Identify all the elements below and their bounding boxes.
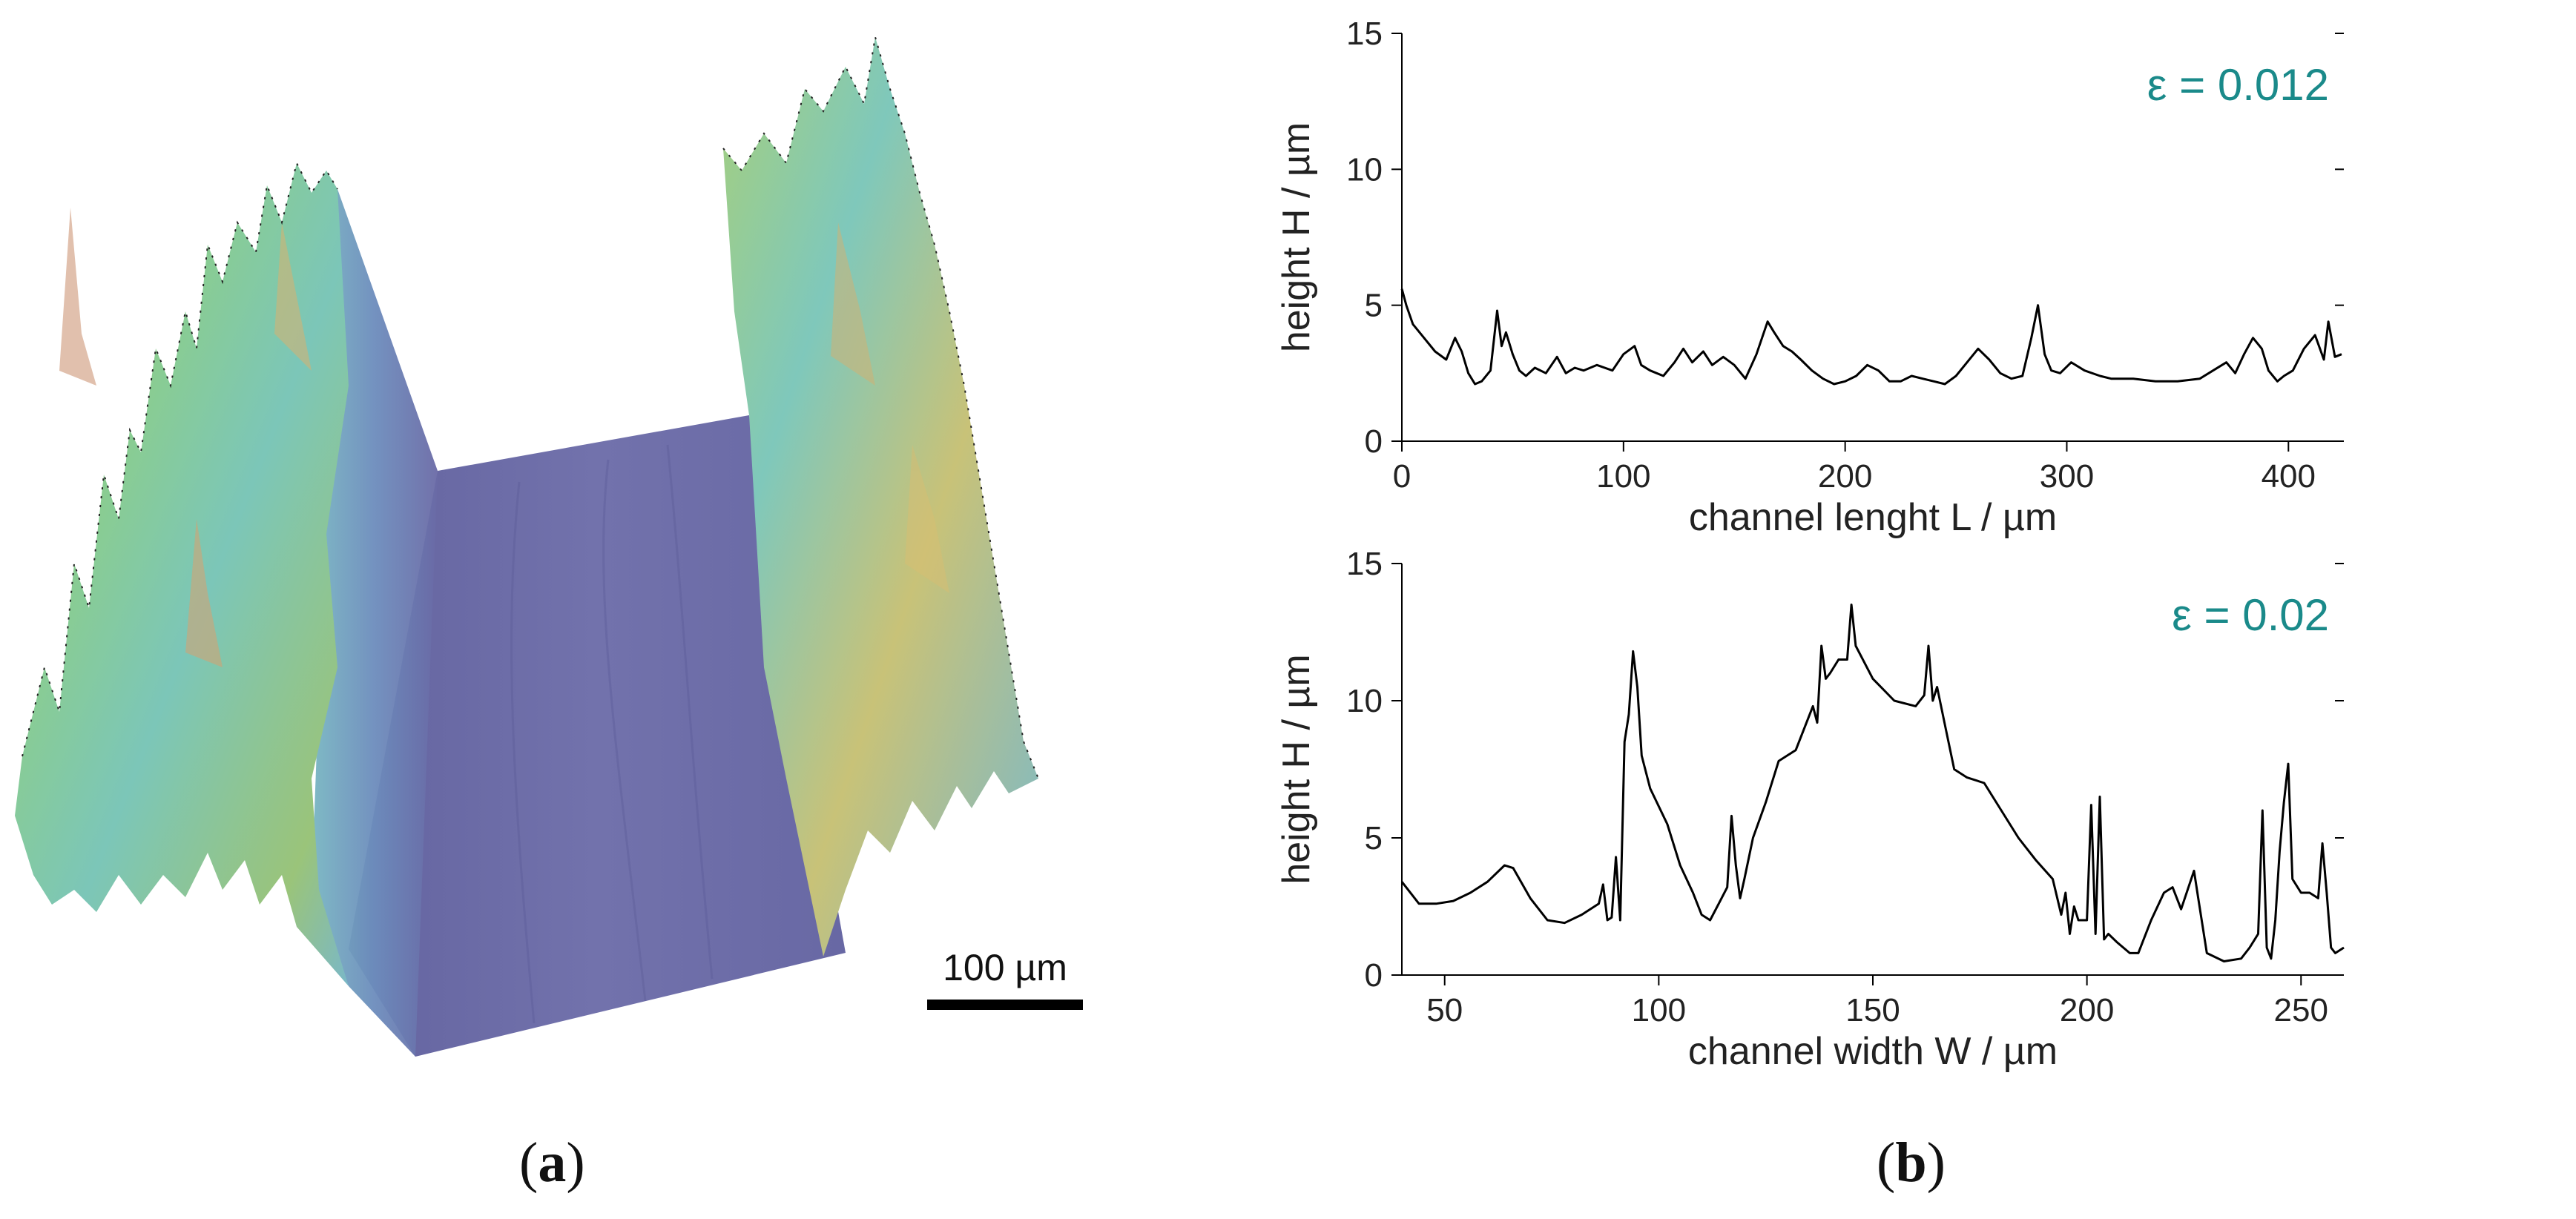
y-tick-label: 5 — [1365, 820, 1383, 856]
x-axis-label: channel width W / µm — [1688, 1030, 2058, 1073]
surface-3d-image: 100 µm — [15, 36, 1083, 1057]
y-tick-label: 15 — [1346, 546, 1383, 582]
x-tick-label: 0 — [1393, 458, 1411, 495]
left-ridge-highlights — [59, 208, 312, 667]
channel-floor — [349, 415, 846, 1057]
chart-2: 0 5 10 15 50 100 150 200 250 channel width W / µm… — [1275, 546, 2345, 1073]
y-tick-label: 5 — [1365, 288, 1383, 324]
right-ridge-highlights — [831, 222, 949, 593]
scale-bar — [927, 1000, 1083, 1010]
panel-label-b: (b) — [1877, 1132, 1946, 1194]
x-tick-label: 100 — [1596, 458, 1650, 495]
roughness-annotation: ε = 0.02 — [2172, 590, 2329, 640]
y-tick-label: 0 — [1365, 957, 1383, 994]
y-tick-label: 10 — [1346, 683, 1383, 719]
y-axis-label: height H / µm — [1275, 654, 1318, 884]
series-line-profile — [1400, 604, 2345, 962]
y-axis-label: height H / µm — [1275, 122, 1318, 352]
scale-bar-label: 100 µm — [943, 947, 1067, 988]
x-tick-label: 50 — [1426, 992, 1463, 1028]
x-tick-label: 200 — [2060, 992, 2114, 1028]
floor-texture — [510, 444, 714, 1024]
right-ridge-outline — [722, 36, 1039, 779]
surface-image-panel: 100 µm — [0, 0, 1261, 1097]
chart-1: 0 5 10 15 0 100 200 300 400 channel lenght L / µm… — [1275, 16, 2344, 539]
x-tick-label: 100 — [1632, 992, 1686, 1028]
y-tick-label: 0 — [1365, 423, 1383, 460]
x-axis-label: channel lenght L / µm — [1689, 496, 2057, 539]
x-tick-label: 150 — [1845, 992, 1900, 1028]
x-tick-label: 300 — [2040, 458, 2094, 495]
x-tick-label: 400 — [2262, 458, 2316, 495]
right-ridge-surface — [723, 37, 1038, 957]
x-tick-label: 250 — [2274, 992, 2328, 1028]
series-line-profile — [1400, 288, 2342, 386]
left-ridge-surface — [15, 163, 349, 986]
roughness-annotation: ε = 0.012 — [2147, 60, 2329, 110]
y-tick-label: 10 — [1346, 151, 1383, 188]
profile-charts-panel: 0 5 10 15 0 100 200 300 400 channel lenght L / µm… — [1261, 0, 2576, 1097]
panel-label-a: (a) — [519, 1132, 585, 1194]
y-tick-label: 15 — [1346, 16, 1383, 52]
x-tick-label: 200 — [1818, 458, 1872, 495]
